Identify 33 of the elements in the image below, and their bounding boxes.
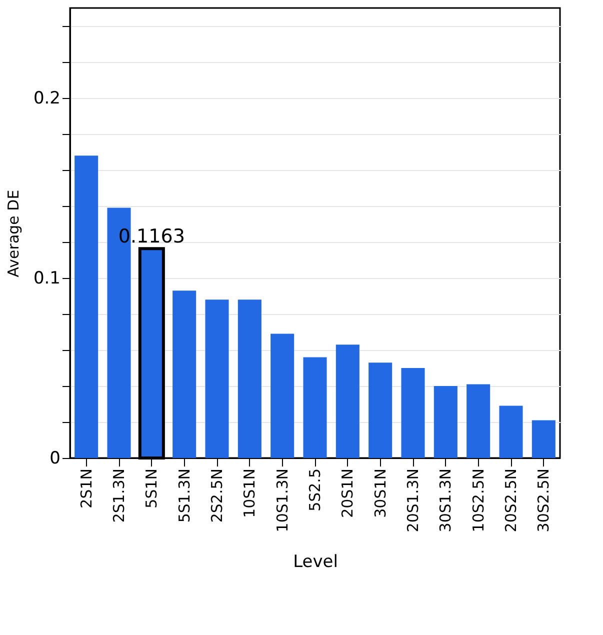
x-tick-label: 5S1.3N [175, 468, 194, 523]
x-tick-label: 5S1N [142, 468, 161, 508]
bar [238, 300, 262, 458]
x-tick-label: 2S1.3N [110, 468, 128, 523]
x-tick-label: 30S2.5N [534, 468, 553, 532]
y-tick-label: 0 [50, 448, 60, 468]
bar [270, 334, 294, 458]
x-axis-title: Level [293, 552, 338, 572]
bar [336, 344, 360, 458]
bar [434, 386, 458, 458]
x-tick-label: 2S2.5N [208, 468, 226, 523]
bar [499, 406, 523, 458]
x-tick-label: 20S1N [338, 468, 357, 518]
x-tick-label: 10S1N [240, 468, 259, 518]
y-tick-label: 0.2 [33, 88, 60, 108]
x-tick-label: 5S2.5 [306, 468, 324, 512]
x-tick-label: 10S1.3N [273, 468, 292, 532]
x-tick-label: 20S1.3N [404, 468, 422, 532]
x-tick-label: 20S2.5N [502, 468, 520, 532]
bar [368, 362, 392, 458]
bar [401, 368, 425, 458]
x-tick-label: 2S1N [77, 468, 96, 508]
x-tick-label: 30S1.3N [436, 468, 455, 532]
y-tick-label: 0.1 [33, 268, 60, 288]
bar [532, 420, 556, 458]
bar [303, 357, 327, 458]
bar [74, 156, 98, 458]
bar [466, 384, 490, 458]
x-tick-label: 10S2.5N [469, 468, 488, 532]
x-tick-label: 30S1N [371, 468, 390, 518]
bar [172, 290, 196, 458]
bar [205, 300, 229, 458]
y-axis-title: Average DE [4, 190, 22, 278]
